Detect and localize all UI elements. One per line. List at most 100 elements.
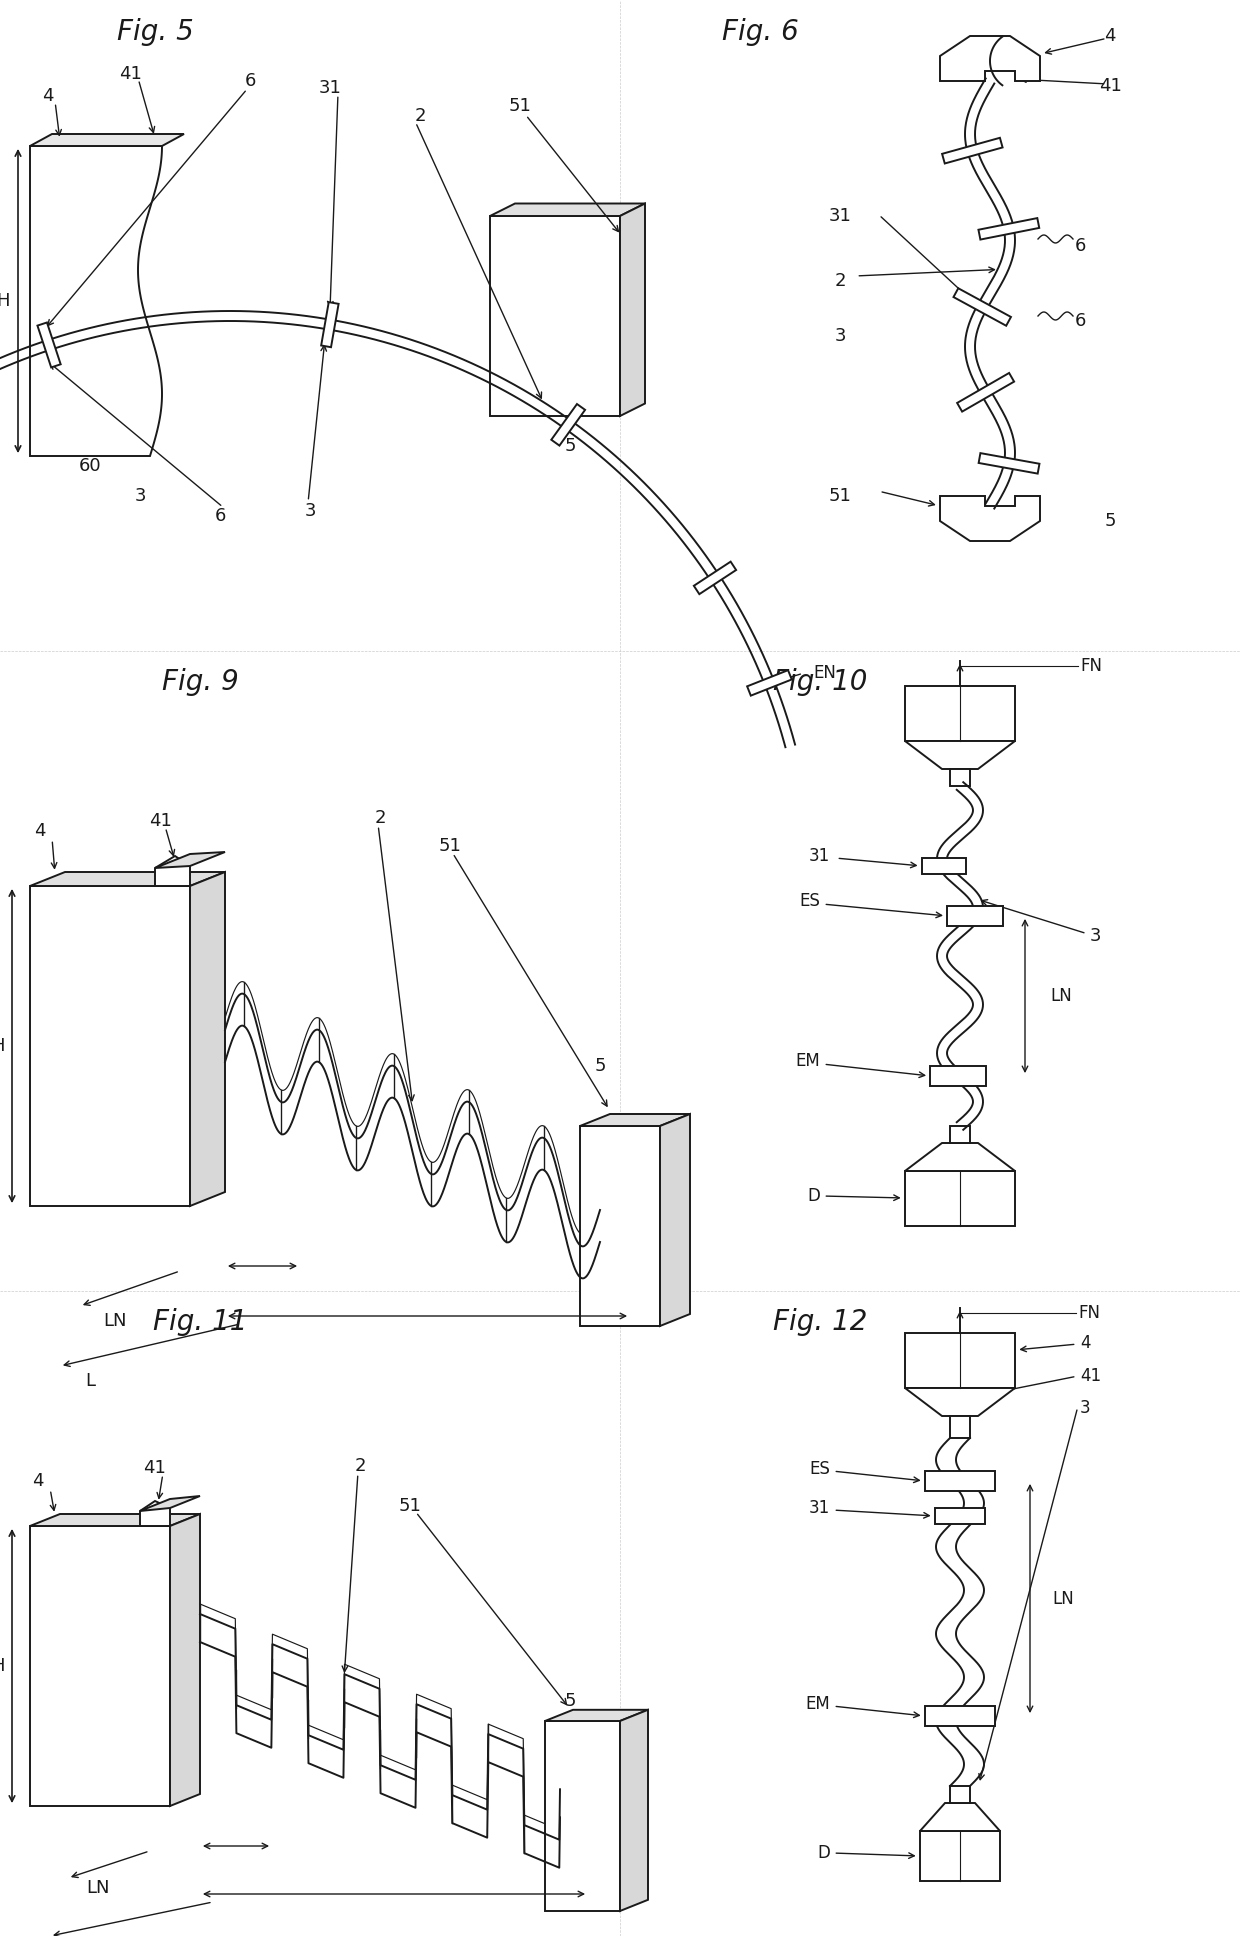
Text: 5: 5 (564, 438, 575, 455)
Text: D: D (807, 1187, 820, 1204)
Polygon shape (920, 1831, 999, 1882)
Polygon shape (748, 670, 791, 695)
Polygon shape (552, 405, 585, 445)
Text: LN: LN (1052, 1589, 1074, 1607)
Text: 5: 5 (1105, 511, 1116, 530)
Text: 2: 2 (355, 1458, 366, 1475)
Text: ES: ES (799, 892, 820, 910)
Polygon shape (950, 1415, 970, 1438)
Text: ES: ES (810, 1460, 830, 1477)
Text: FN: FN (1080, 656, 1102, 676)
Polygon shape (30, 1526, 170, 1806)
Text: 41: 41 (1080, 1367, 1101, 1384)
Text: Fig. 10: Fig. 10 (773, 668, 867, 697)
Text: Fig. 6: Fig. 6 (722, 17, 799, 46)
Text: H: H (0, 292, 10, 310)
Polygon shape (950, 1127, 970, 1142)
Polygon shape (620, 1709, 649, 1911)
Text: EM: EM (795, 1051, 820, 1071)
Polygon shape (30, 134, 184, 145)
Polygon shape (920, 1802, 999, 1831)
Polygon shape (490, 203, 645, 217)
Text: 6: 6 (215, 507, 226, 525)
Text: 41: 41 (119, 66, 141, 83)
Text: 4: 4 (35, 823, 46, 840)
Text: EM: EM (805, 1696, 830, 1713)
Text: LN: LN (87, 1880, 110, 1897)
Text: 6: 6 (244, 72, 255, 89)
Text: 31: 31 (319, 79, 341, 97)
Polygon shape (930, 1067, 986, 1086)
Text: Fig. 12: Fig. 12 (773, 1309, 867, 1336)
Polygon shape (155, 856, 190, 887)
Text: 5: 5 (594, 1057, 606, 1074)
Polygon shape (942, 137, 1003, 163)
Text: 2: 2 (835, 271, 846, 290)
Polygon shape (490, 217, 620, 416)
Text: 6: 6 (1074, 312, 1086, 329)
Polygon shape (170, 1514, 200, 1806)
Polygon shape (140, 1497, 200, 1510)
Text: 60: 60 (78, 457, 102, 474)
Polygon shape (37, 323, 61, 368)
Text: Fig. 5: Fig. 5 (117, 17, 193, 46)
Polygon shape (925, 1706, 994, 1727)
Text: Fig. 11: Fig. 11 (153, 1309, 247, 1336)
Polygon shape (978, 453, 1039, 474)
Text: LN: LN (1050, 987, 1071, 1005)
Text: 51: 51 (439, 836, 461, 856)
Text: 6: 6 (1074, 236, 1086, 256)
Text: 4: 4 (32, 1471, 43, 1491)
Text: LN: LN (103, 1313, 126, 1330)
Text: 41: 41 (144, 1460, 166, 1477)
Polygon shape (321, 302, 339, 347)
Polygon shape (660, 1113, 689, 1326)
Text: 3: 3 (835, 327, 846, 345)
Polygon shape (940, 37, 1040, 81)
Text: L: L (86, 1373, 95, 1390)
Text: 51: 51 (828, 488, 852, 505)
Polygon shape (921, 858, 966, 873)
Text: 2: 2 (414, 106, 425, 126)
Polygon shape (947, 906, 1003, 925)
Text: 51: 51 (508, 97, 532, 114)
Text: 4: 4 (1105, 27, 1116, 45)
Polygon shape (30, 871, 224, 887)
Polygon shape (30, 887, 190, 1206)
Text: 41: 41 (1099, 77, 1121, 95)
Polygon shape (950, 769, 970, 786)
Polygon shape (957, 374, 1014, 412)
Polygon shape (155, 852, 224, 867)
Text: D: D (817, 1843, 830, 1862)
Text: 31: 31 (808, 848, 830, 865)
Polygon shape (694, 561, 737, 594)
Text: 4: 4 (1080, 1334, 1090, 1351)
Text: Fig. 9: Fig. 9 (161, 668, 238, 697)
Text: 3: 3 (134, 488, 146, 505)
Polygon shape (905, 1334, 1016, 1388)
Polygon shape (580, 1113, 689, 1127)
Text: 31: 31 (828, 207, 852, 225)
Polygon shape (978, 219, 1039, 240)
Text: 3: 3 (304, 501, 316, 521)
Text: 3: 3 (1080, 1400, 1091, 1417)
Polygon shape (546, 1721, 620, 1911)
Polygon shape (905, 685, 1016, 741)
Text: FN: FN (1078, 1305, 1100, 1322)
Polygon shape (30, 145, 162, 457)
Polygon shape (954, 288, 1011, 325)
Polygon shape (950, 1787, 970, 1802)
Polygon shape (925, 1471, 994, 1491)
Text: 2: 2 (374, 809, 386, 827)
Text: 4: 4 (42, 87, 53, 105)
Polygon shape (905, 1388, 1016, 1415)
Text: H: H (0, 1657, 5, 1675)
Text: 5: 5 (564, 1692, 575, 1709)
Polygon shape (546, 1709, 649, 1721)
Polygon shape (140, 1500, 170, 1526)
Polygon shape (620, 203, 645, 416)
Polygon shape (190, 871, 224, 1206)
Polygon shape (30, 1514, 200, 1526)
Polygon shape (905, 741, 1016, 769)
Polygon shape (905, 1171, 1016, 1225)
